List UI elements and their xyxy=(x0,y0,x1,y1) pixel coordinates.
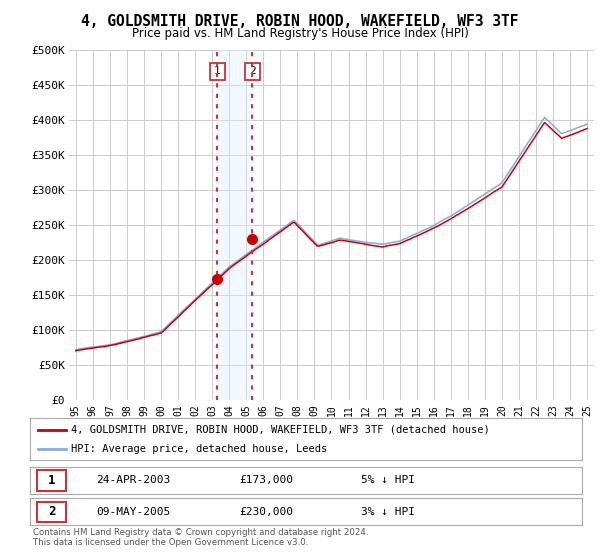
Text: £173,000: £173,000 xyxy=(240,475,294,486)
Text: HPI: Average price, detached house, Leeds: HPI: Average price, detached house, Leed… xyxy=(71,444,328,454)
Text: 09-MAY-2005: 09-MAY-2005 xyxy=(96,507,170,517)
Text: 24-APR-2003: 24-APR-2003 xyxy=(96,475,170,486)
Text: 1: 1 xyxy=(214,67,221,76)
Text: 2: 2 xyxy=(249,67,256,76)
Text: 4, GOLDSMITH DRIVE, ROBIN HOOD, WAKEFIELD, WF3 3TF (detached house): 4, GOLDSMITH DRIVE, ROBIN HOOD, WAKEFIEL… xyxy=(71,424,490,435)
Bar xyxy=(217,50,253,400)
Text: 5% ↓ HPI: 5% ↓ HPI xyxy=(361,475,415,486)
Text: 2: 2 xyxy=(48,505,55,519)
Text: Contains HM Land Registry data © Crown copyright and database right 2024.: Contains HM Land Registry data © Crown c… xyxy=(33,528,368,537)
Bar xyxy=(37,502,66,522)
Text: This data is licensed under the Open Government Licence v3.0.: This data is licensed under the Open Gov… xyxy=(33,538,308,547)
Text: £230,000: £230,000 xyxy=(240,507,294,517)
Text: 4, GOLDSMITH DRIVE, ROBIN HOOD, WAKEFIELD, WF3 3TF: 4, GOLDSMITH DRIVE, ROBIN HOOD, WAKEFIEL… xyxy=(81,14,519,29)
Bar xyxy=(37,470,66,491)
Text: Price paid vs. HM Land Registry's House Price Index (HPI): Price paid vs. HM Land Registry's House … xyxy=(131,27,469,40)
Text: 1: 1 xyxy=(48,474,55,487)
Text: 3% ↓ HPI: 3% ↓ HPI xyxy=(361,507,415,517)
